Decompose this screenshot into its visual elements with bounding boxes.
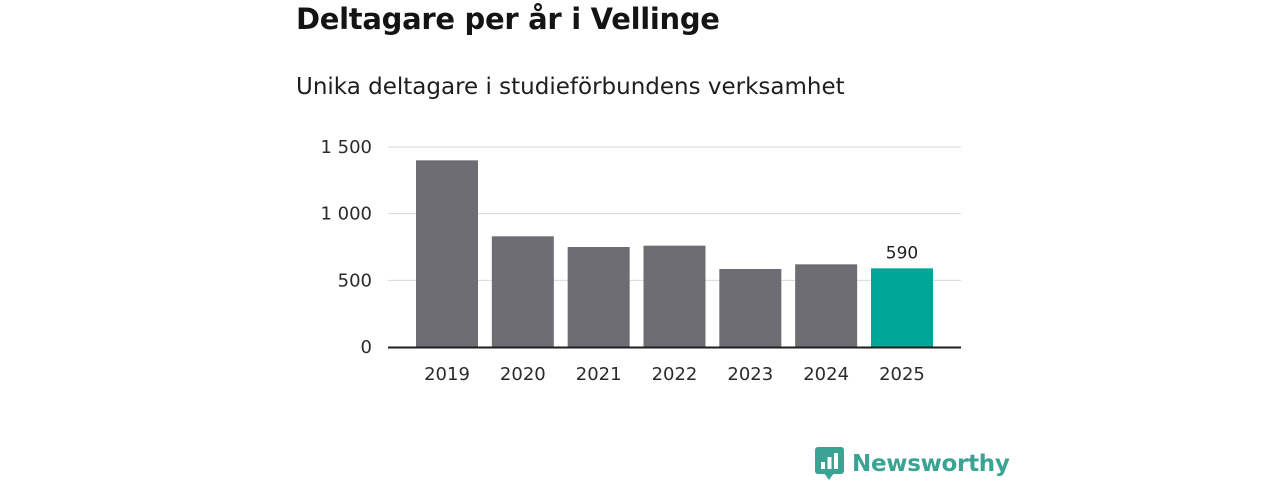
x-tick-label: 2020 (500, 364, 546, 385)
bar (719, 269, 782, 347)
x-tick-label: 2021 (576, 364, 622, 385)
bar (870, 268, 933, 347)
x-tick-label: 2022 (652, 364, 698, 385)
bar (491, 236, 554, 347)
chart-title: Deltagare per år i Vellinge (296, 2, 720, 36)
y-tick-label: 0 (361, 337, 372, 358)
y-tick-label: 1 500 (320, 137, 372, 158)
bar (643, 245, 706, 347)
newsworthy-logo-icon (815, 447, 844, 480)
chart-subtitle: Unika deltagare i studieförbundens verks… (296, 74, 845, 100)
x-tick-label: 2019 (424, 364, 470, 385)
bar (567, 247, 630, 347)
data-label: 590 (886, 243, 918, 263)
x-tick-label: 2023 (727, 364, 773, 385)
brand-logo: Newsworthy (815, 447, 1010, 481)
y-tick-label: 1 000 (320, 204, 372, 225)
brand-name: Newsworthy (852, 451, 1010, 477)
x-tick-label: 2024 (803, 364, 849, 385)
bar (795, 264, 858, 347)
x-tick-label: 2025 (879, 364, 925, 385)
bar (416, 160, 478, 347)
y-tick-label: 500 (338, 270, 372, 291)
